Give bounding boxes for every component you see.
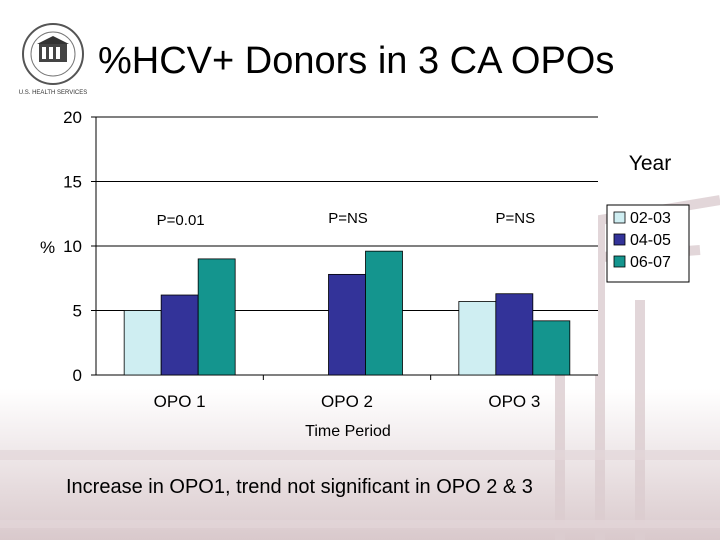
x-tick-label-2: OPO 2	[321, 392, 373, 411]
national-institutes-seal-logo: U.S. HEALTH SERVICES	[19, 23, 87, 96]
bar-opo3-02-03	[458, 301, 497, 376]
legend-label-04-05: 04-05	[630, 232, 671, 249]
y-tick-label-15: 15	[63, 173, 82, 192]
legend-label-02-03: 02-03	[630, 210, 671, 227]
bar-opo2-04-05	[328, 273, 366, 376]
logo-text: U.S. HEALTH SERVICES	[19, 90, 87, 96]
legend-title: Year	[629, 152, 671, 175]
bar-opo3-04-05	[495, 293, 534, 376]
bar-opo3-06-07	[532, 320, 571, 376]
p-value-annotation-3: P=NS	[496, 210, 536, 227]
x-tick-label-3: OPO 3	[488, 392, 540, 411]
slide-title: %HCV+ Donors in 3 CA OPOs	[98, 40, 615, 82]
legend-swatch-06-07	[613, 255, 626, 268]
legend-swatch-02-03	[613, 211, 626, 224]
bar-opo1-06-07	[197, 258, 236, 376]
bar-opo1-04-05	[160, 294, 199, 376]
y-tick-label-20: 20	[63, 108, 82, 127]
p-value-annotation-2: P=NS	[328, 210, 368, 227]
p-value-annotation-1: P=0.01	[157, 212, 205, 229]
bar-opo2-06-07	[365, 250, 403, 376]
x-tick-label-1: OPO 1	[154, 392, 206, 411]
bar-opo1-02-03	[123, 310, 162, 376]
y-tick-label-10: 10	[63, 237, 82, 256]
y-tick-label-0: 0	[73, 366, 82, 385]
legend-swatch-04-05	[613, 233, 626, 246]
slide-caption: Increase in OPO1, trend not significant …	[66, 476, 533, 498]
y-axis-label: %	[40, 238, 55, 257]
x-axis-label: Time Period	[305, 423, 391, 440]
y-tick-label-5: 5	[73, 302, 82, 321]
legend-label-06-07: 06-07	[630, 254, 671, 271]
